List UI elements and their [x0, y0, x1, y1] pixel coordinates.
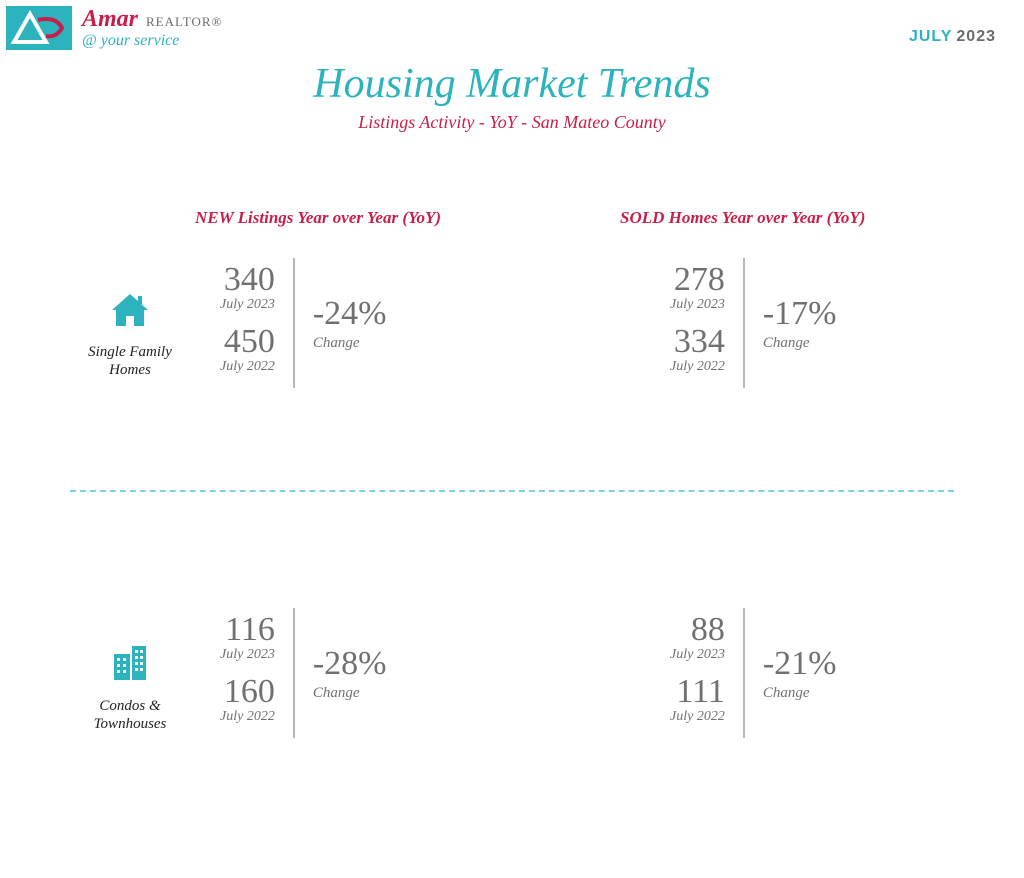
- category-label-condo: Condos & Townhouses: [70, 697, 190, 733]
- condo-new-change-pct: -28%: [313, 645, 387, 683]
- condo-sold-change: -21% Change: [745, 645, 837, 702]
- logo-mark: [6, 6, 72, 50]
- condo-new-prior-value: 160: [224, 673, 275, 711]
- sfh-new-listings-group: 340 July 2023 450 July 2022 -24% Change: [220, 258, 386, 388]
- category-label-sfh: Single Family Homes: [70, 343, 190, 379]
- condo-sold-change-pct: -21%: [763, 645, 837, 683]
- condo-sold-change-label: Change: [763, 685, 810, 702]
- brand-logo: Amar REALTOR® @ your service: [6, 6, 222, 50]
- sfh-sold-current-period: July 2023: [670, 297, 725, 313]
- condo-sold-current-period: July 2023: [670, 647, 725, 663]
- sfh-new-current-value: 340: [224, 261, 275, 299]
- brand-name: Amar: [82, 6, 138, 32]
- condo-sold-group: 88 July 2023 111 July 2022 -21% Change: [670, 608, 836, 738]
- condo-sold-prior-value: 111: [676, 673, 724, 711]
- sfh-new-prior-value: 450: [224, 323, 275, 361]
- sfh-new-change-label: Change: [313, 335, 360, 352]
- sfh-sold-prior-period: July 2022: [670, 359, 725, 375]
- sfh-new-prior-period: July 2022: [220, 359, 275, 375]
- category-block-sfh: Single Family Homes: [70, 290, 190, 379]
- condo-sold-values: 88 July 2023 111 July 2022: [670, 611, 743, 735]
- page-subtitle: Listings Activity - YoY - San Mateo Coun…: [0, 112, 1024, 133]
- sfh-new-change: -24% Change: [295, 295, 387, 352]
- sfh-sold-current-value: 278: [674, 261, 725, 299]
- condo-new-values: 116 July 2023 160 July 2022: [220, 611, 293, 735]
- sfh-new-values: 340 July 2023 450 July 2022: [220, 261, 293, 385]
- condo-sold-current-value: 88: [691, 611, 725, 649]
- condo-new-change-label: Change: [313, 685, 360, 702]
- condo-new-current-period: July 2023: [220, 647, 275, 663]
- sfh-sold-prior-value: 334: [674, 323, 725, 361]
- brand-suffix: REALTOR®: [146, 14, 222, 29]
- sfh-new-change-pct: -24%: [313, 295, 387, 333]
- header: Amar REALTOR® @ your service JULY2023: [0, 0, 1024, 60]
- report-year: 2023: [956, 28, 996, 45]
- section-divider: [70, 490, 954, 492]
- sfh-sold-values: 278 July 2023 334 July 2022: [670, 261, 743, 385]
- sfh-sold-change-pct: -17%: [763, 295, 837, 333]
- condo-new-current-value: 116: [225, 611, 275, 649]
- condo-new-change: -28% Change: [295, 645, 387, 702]
- brand-tagline: @ your service: [82, 33, 222, 49]
- sfh-new-current-period: July 2023: [220, 297, 275, 313]
- row-single-family: Single Family Homes 340 July 2023 450 Ju…: [0, 250, 1024, 410]
- sold-homes-header: SOLD Homes Year over Year (YoY): [620, 208, 865, 228]
- page-title: Housing Market Trends: [0, 60, 1024, 108]
- row-condos: Condos & Townhouses 116 July 2023 160 Ju…: [0, 600, 1024, 760]
- home-icon: [70, 290, 190, 335]
- brand-text: Amar REALTOR® @ your service: [82, 7, 222, 49]
- sfh-sold-change: -17% Change: [745, 295, 837, 352]
- new-listings-header: NEW Listings Year over Year (YoY): [195, 208, 441, 228]
- report-date: JULY2023: [909, 28, 996, 46]
- condo-sold-prior-period: July 2022: [670, 709, 725, 725]
- sfh-sold-change-label: Change: [763, 335, 810, 352]
- buildings-icon: [70, 640, 190, 689]
- condo-new-listings-group: 116 July 2023 160 July 2022 -28% Change: [220, 608, 386, 738]
- condo-new-prior-period: July 2022: [220, 709, 275, 725]
- report-month: JULY: [909, 28, 952, 45]
- sfh-sold-group: 278 July 2023 334 July 2022 -17% Change: [670, 258, 836, 388]
- category-block-condo: Condos & Townhouses: [70, 640, 190, 733]
- title-block: Housing Market Trends Listings Activity …: [0, 60, 1024, 133]
